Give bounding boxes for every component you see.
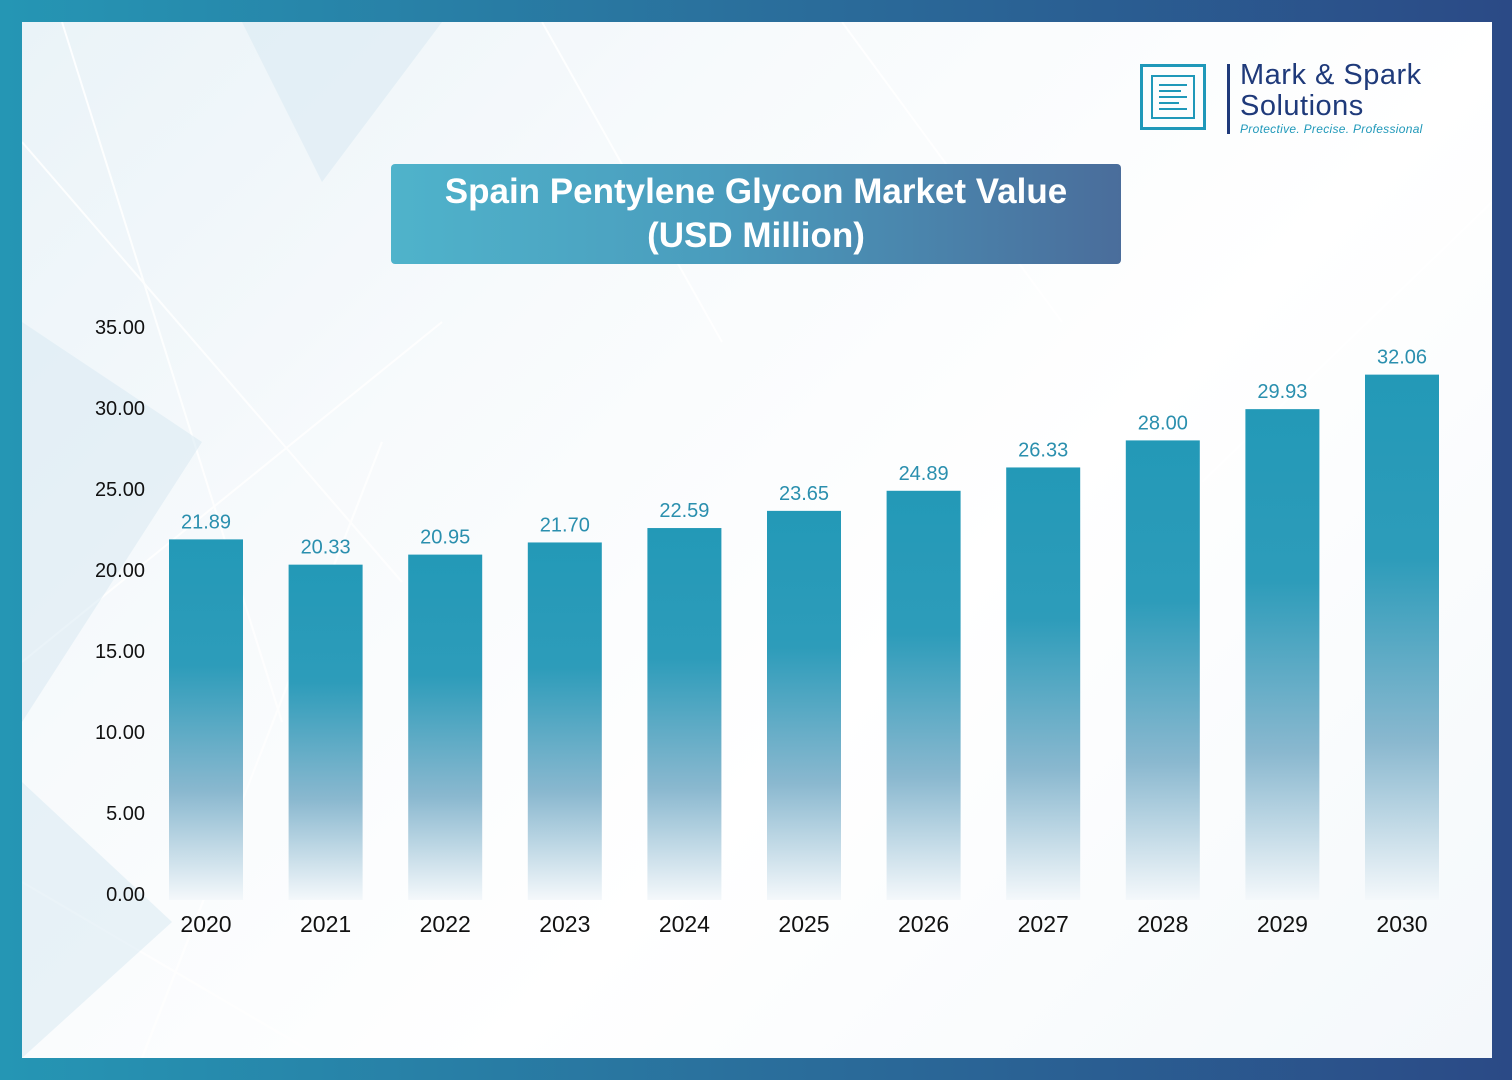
y-tick-label: 10.00 — [95, 722, 145, 744]
data-label: 20.33 — [301, 537, 351, 559]
y-tick-label: 0.00 — [106, 884, 145, 906]
chart-title-line1: Spain Pentylene Glycon Market Value — [444, 172, 1068, 211]
data-label: 26.33 — [1018, 439, 1068, 461]
y-tick-label: 30.00 — [95, 398, 145, 420]
logo-divider — [1227, 64, 1230, 134]
y-tick-label: 5.00 — [106, 803, 145, 825]
brand-tagline: Protective. Precise. Professional — [1240, 122, 1423, 136]
x-tick-label: 2020 — [180, 911, 231, 937]
data-label: 20.95 — [420, 527, 470, 549]
bar-chart: 0.00 5.00 10.00 15.00 20.00 25.00 30.00 35.00 2… — [95, 317, 1439, 937]
chart-title-box: Spain Pentylene Glycon Market Value (USD… — [391, 164, 1121, 264]
y-tick-label: 35.00 — [95, 317, 145, 339]
data-label: 28.00 — [1138, 412, 1188, 434]
y-tick-label: 20.00 — [95, 560, 145, 582]
data-label: 24.89 — [899, 463, 949, 485]
bar-2021 — [288, 564, 363, 900]
chart-title-line2: (USD Million) — [647, 216, 865, 255]
bar-2027 — [1006, 467, 1081, 900]
x-tick-label: 2027 — [1018, 911, 1069, 937]
bar-2020 — [169, 539, 243, 900]
data-label: 23.65 — [779, 483, 829, 505]
data-label: 32.06 — [1377, 347, 1427, 369]
brand-logo: Mark & Spark Solutions Protective. Preci… — [1140, 60, 1470, 136]
x-axis: 2020 2021 2022 2023 2024 2025 2026 2027 2028 2029… — [180, 911, 1427, 937]
brand-name: Mark & Spark Solutions — [1240, 60, 1480, 122]
x-tick-label: 2025 — [778, 911, 829, 937]
y-axis: 0.00 5.00 10.00 15.00 20.00 25.00 30.00 35.00 — [95, 317, 145, 906]
bars: 21.89 20.33 20.95 21.70 22.59 23.65 24.89 26.33… — [169, 347, 1439, 900]
x-tick-label: 2022 — [420, 911, 471, 937]
data-label: 21.70 — [540, 514, 590, 536]
y-tick-label: 25.00 — [95, 479, 145, 501]
bar-2026 — [886, 490, 961, 900]
x-tick-label: 2021 — [300, 911, 351, 937]
data-label: 21.89 — [181, 511, 231, 533]
bar-2030 — [1365, 374, 1439, 900]
x-tick-label: 2026 — [898, 911, 949, 937]
bar-2024 — [647, 528, 722, 900]
background-network-lines — [22, 22, 1492, 1058]
x-tick-label: 2028 — [1137, 911, 1188, 937]
x-tick-label: 2030 — [1376, 911, 1427, 937]
bar-2025 — [767, 510, 841, 900]
y-tick-label: 15.00 — [95, 641, 145, 663]
brand-name-line2: Solutions — [1240, 90, 1364, 122]
document-lines-icon — [1140, 64, 1206, 130]
bar-2029 — [1245, 409, 1320, 900]
x-tick-label: 2024 — [659, 911, 710, 937]
brand-name-line1: Mark & Spark — [1240, 59, 1422, 91]
x-tick-label: 2029 — [1257, 911, 1308, 937]
data-label: 29.93 — [1257, 381, 1307, 403]
bar-2023 — [527, 542, 602, 900]
bar-2028 — [1125, 440, 1200, 900]
chart-panel: Mark & Spark Solutions Protective. Preci… — [22, 22, 1492, 1058]
data-label: 22.59 — [659, 500, 709, 522]
x-tick-label: 2023 — [539, 911, 590, 937]
bar-2022 — [408, 554, 483, 900]
